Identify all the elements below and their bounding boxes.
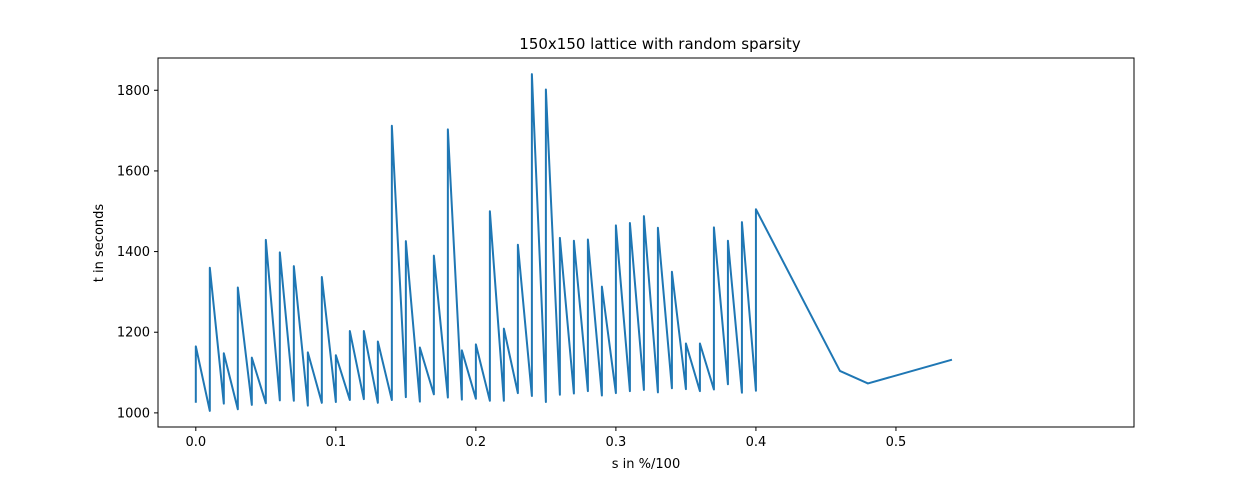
x-tick-label: 0.4 <box>746 435 767 450</box>
y-tick-label: 1200 <box>117 326 150 341</box>
x-axis: 0.0 0.1 0.2 0.3 0.4 0.5 <box>185 427 906 450</box>
series-line <box>194 73 953 412</box>
x-tick-label: 0.1 <box>325 435 346 450</box>
y-tick-label: 1400 <box>117 245 150 260</box>
x-tick-label: 0.2 <box>466 435 487 450</box>
y-axis-label: t in seconds <box>92 204 107 283</box>
y-axis: 1000 1200 1400 1600 1800 <box>117 84 158 421</box>
y-tick-label: 1000 <box>117 406 150 421</box>
x-axis-label: s in %/100 <box>612 457 680 472</box>
chart-title: 150x150 lattice with random sparsity <box>519 35 801 53</box>
x-tick-label: 0.3 <box>606 435 627 450</box>
x-tick-label: 0.5 <box>886 435 907 450</box>
plot-frame <box>157 57 1135 428</box>
y-tick-label: 1800 <box>117 84 150 99</box>
plot-area <box>194 73 953 412</box>
y-tick-label: 1600 <box>117 164 150 179</box>
x-tick-label: 0.0 <box>185 435 206 450</box>
